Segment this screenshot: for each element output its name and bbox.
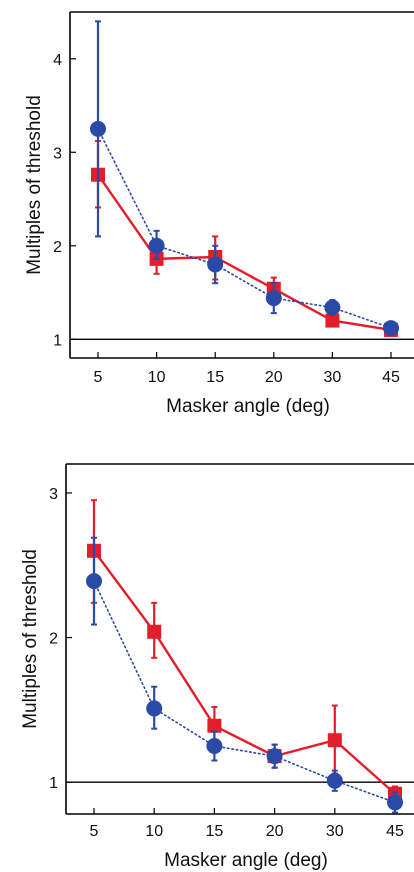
y-axis-label: Multiples of threshold: [20, 549, 41, 729]
x-tick-label: 10: [148, 369, 166, 386]
series-red-squares: [91, 140, 398, 337]
x-axis-label: Masker angle (deg): [166, 396, 330, 417]
x-tick-label: 15: [206, 823, 224, 840]
series-red-squares: [87, 499, 402, 802]
data-point-circle: [148, 237, 165, 254]
x-tick-label: 45: [382, 369, 400, 386]
x-axis-label: Masker angle (deg): [164, 850, 328, 871]
data-point-circle: [324, 299, 341, 316]
data-point-circle: [383, 320, 399, 337]
series-blue-circles: [86, 536, 403, 814]
y-axis-label: Multiples of threshold: [24, 95, 45, 275]
series-line: [93, 550, 396, 795]
y-tick-label: 2: [49, 631, 58, 648]
x-tick-label: 5: [90, 823, 99, 840]
data-point-circle: [326, 772, 343, 789]
y-tick-label: 1: [49, 775, 58, 792]
y-tick-label: 3: [49, 486, 58, 503]
series-line: [93, 580, 396, 804]
x-tick-label: 30: [324, 369, 342, 386]
data-point-square: [147, 624, 162, 639]
data-point-circle: [207, 256, 224, 273]
y-tick-label: 2: [53, 239, 62, 256]
y-tick-label: 3: [53, 145, 62, 162]
x-tick-label: 20: [265, 369, 283, 386]
x-tick-label: 5: [94, 369, 103, 386]
x-tick-label: 30: [326, 823, 344, 840]
series-line: [97, 128, 392, 329]
y-tick-label: 4: [53, 52, 62, 69]
y-tick-label: 1: [53, 332, 62, 349]
data-point-square: [325, 313, 340, 328]
series-line: [97, 174, 392, 332]
data-point-circle: [266, 748, 283, 765]
data-point-circle: [90, 120, 106, 137]
data-point-circle: [146, 700, 163, 717]
data-point-circle: [387, 794, 403, 811]
chart-bottom: 1 2 3 5 10 15 20 30 45 Masker angle (deg) Multiple…: [20, 463, 414, 871]
x-tick-label: 10: [145, 823, 163, 840]
x-tick-label: 45: [386, 823, 404, 840]
data-point-circle: [265, 290, 282, 307]
series-blue-circles: [90, 20, 399, 337]
x-tick-label: 20: [266, 823, 284, 840]
data-point-circle: [206, 738, 223, 755]
data-point-square: [207, 718, 222, 733]
data-point-circle: [86, 573, 102, 590]
x-tick-label: 15: [206, 369, 224, 386]
data-point-square: [327, 733, 342, 748]
